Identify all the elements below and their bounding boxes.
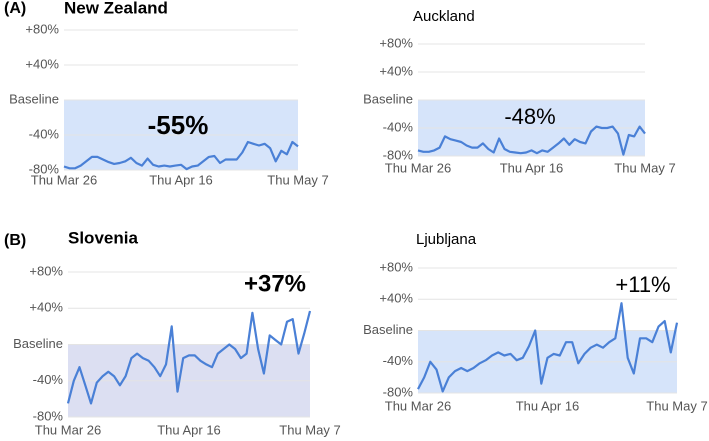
x-tick-label: Thu May 7 [267,172,328,187]
x-tick-label: Thu Mar 26 [385,398,451,413]
y-tick-label: Baseline [13,336,63,351]
chart-title: Auckland [413,8,475,25]
x-tick-label: Thu Apr 16 [500,160,564,175]
chart-title: New Zealand [64,0,168,17]
y-tick-label: +80% [379,35,413,50]
annotation: +11% [615,272,670,297]
y-tick-label: Baseline [363,322,413,337]
x-tick-label: Thu Mar 26 [35,422,101,437]
y-tick-label: -80% [33,408,64,423]
annotation: -48% [504,104,555,129]
y-tick-label: -80% [29,161,60,176]
panel-label: (A) [4,0,26,17]
y-tick-label: +40% [379,291,413,306]
x-tick-label: Thu May 7 [614,160,675,175]
y-tick-label: -80% [383,384,414,399]
data-line [66,310,312,405]
panel-label: (B) [4,232,26,249]
x-tick-label: Thu May 7 [279,422,340,437]
y-tick-label: +80% [29,263,63,278]
annotation: -55% [148,110,209,140]
chart-title: Slovenia [68,228,138,247]
data-line [417,125,646,156]
data-line [63,140,299,171]
y-tick-label: +80% [379,259,413,274]
x-tick-label: Thu Apr 16 [149,172,213,187]
x-tick-label: Thu Apr 16 [157,422,221,437]
y-tick-label: Baseline [363,91,413,106]
data-line [417,302,679,393]
y-tick-label: +80% [25,21,59,36]
y-tick-label: +40% [379,63,413,78]
y-tick-label: -40% [383,119,414,134]
x-tick-label: Thu May 7 [646,398,707,413]
y-tick-label: Baseline [9,91,59,106]
chart-title: Ljubljana [416,231,477,248]
x-tick-label: Thu Mar 26 [31,172,97,187]
annotation: +37% [244,270,306,297]
x-tick-label: Thu Apr 16 [516,398,580,413]
y-tick-label: -40% [29,126,60,141]
y-tick-label: +40% [29,300,63,315]
x-tick-label: Thu Mar 26 [385,160,451,175]
y-tick-label: -40% [33,372,64,387]
y-tick-label: +40% [25,56,59,71]
y-tick-label: -80% [383,147,414,162]
y-tick-label: -40% [383,353,414,368]
